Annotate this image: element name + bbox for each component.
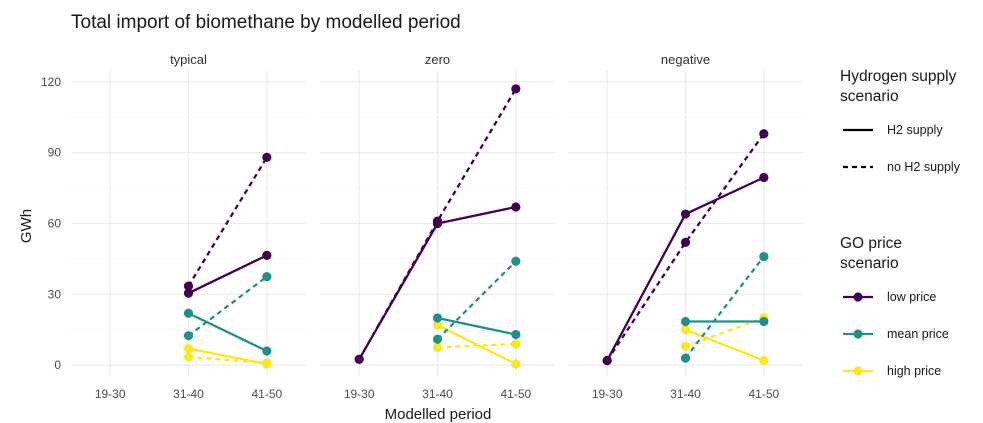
facet-label: negative bbox=[661, 52, 710, 67]
legend-label: no H2 supply bbox=[887, 160, 961, 174]
x-axis-title: Modelled period bbox=[385, 406, 492, 423]
x-tick-label: 19-30 bbox=[95, 387, 126, 401]
data-point bbox=[432, 313, 443, 323]
data-point bbox=[680, 341, 691, 351]
series-line bbox=[436, 260, 517, 341]
data-point bbox=[511, 329, 521, 340]
data-point bbox=[183, 331, 194, 341]
series-line bbox=[358, 88, 517, 360]
data-point bbox=[183, 288, 194, 298]
data-point bbox=[602, 355, 612, 366]
y-tick-label: 120 bbox=[41, 75, 61, 89]
panel-zero: zero 19-30 31-40 41-50 bbox=[320, 52, 555, 401]
data-point bbox=[262, 250, 272, 260]
y-tick-label: 30 bbox=[48, 287, 62, 301]
legend-title-go-price: GO price bbox=[840, 235, 902, 252]
data-point bbox=[183, 344, 194, 354]
legend-title-go-price: scenario bbox=[840, 255, 899, 272]
series-line bbox=[606, 133, 765, 362]
data-point bbox=[759, 316, 769, 327]
panel-typical: typical 19-30 31-40 41-50 bbox=[71, 52, 306, 401]
data-point bbox=[262, 152, 272, 162]
x-tick-label: 31-40 bbox=[173, 387, 204, 401]
series-line bbox=[684, 255, 765, 359]
legend-title-hydrogen: Hydrogen supply bbox=[840, 68, 957, 85]
data-point bbox=[759, 251, 769, 262]
data-point bbox=[432, 334, 443, 344]
series-line bbox=[188, 254, 268, 295]
legend-label: high price bbox=[887, 364, 941, 378]
data-point bbox=[680, 353, 691, 363]
x-tick-label: 41-50 bbox=[500, 387, 531, 401]
legend-key-point bbox=[853, 366, 863, 376]
y-tick-label: 90 bbox=[48, 146, 62, 160]
data-point bbox=[183, 281, 194, 291]
chart-title: Total import of biomethane by modelled p… bbox=[71, 12, 461, 33]
y-tick-label: 0 bbox=[54, 358, 61, 372]
data-point bbox=[183, 352, 194, 362]
y-tick-label: 60 bbox=[48, 217, 62, 231]
series-line bbox=[188, 312, 268, 353]
legend-label: low price bbox=[887, 290, 936, 304]
series-line bbox=[437, 316, 517, 336]
legend-key-point bbox=[853, 329, 863, 339]
series-line bbox=[187, 156, 268, 287]
x-tick-label: 41-50 bbox=[748, 387, 779, 401]
data-point bbox=[262, 346, 272, 356]
series-line bbox=[685, 328, 765, 362]
data-point bbox=[680, 209, 691, 219]
facet-label: zero bbox=[425, 52, 450, 67]
legend: Hydrogen supply scenario H2 supply no H2 su… bbox=[840, 68, 961, 378]
legend-label: H2 supply bbox=[887, 123, 943, 137]
x-tick-label: 31-40 bbox=[670, 387, 701, 401]
data-point bbox=[183, 308, 194, 318]
data-point bbox=[354, 354, 364, 364]
data-point bbox=[511, 84, 521, 94]
panel-negative: negative 19-30 31-40 41-50 bbox=[568, 52, 803, 401]
y-axis-title: GWh bbox=[18, 209, 35, 243]
data-point bbox=[759, 129, 769, 139]
legend-key-point bbox=[853, 292, 863, 302]
data-point bbox=[680, 325, 691, 335]
data-point bbox=[432, 342, 443, 353]
data-point bbox=[511, 359, 521, 369]
data-point bbox=[680, 316, 691, 327]
x-tick-label: 19-30 bbox=[344, 387, 375, 401]
data-point bbox=[511, 202, 521, 212]
data-point bbox=[432, 218, 443, 229]
data-point bbox=[432, 320, 443, 330]
x-tick-label: 19-30 bbox=[592, 387, 623, 401]
data-point bbox=[511, 256, 521, 266]
x-tick-label: 31-40 bbox=[422, 387, 453, 401]
data-point bbox=[262, 359, 272, 369]
series-line bbox=[187, 275, 268, 337]
facet-label: typical bbox=[170, 52, 207, 67]
data-point bbox=[680, 237, 691, 247]
data-point bbox=[262, 272, 272, 282]
series-line bbox=[436, 324, 517, 366]
data-point bbox=[511, 339, 521, 349]
series-line bbox=[188, 347, 268, 366]
data-point bbox=[759, 355, 769, 366]
x-tick-label: 41-50 bbox=[251, 387, 282, 401]
data-point bbox=[759, 172, 769, 183]
legend-title-hydrogen: scenario bbox=[840, 88, 899, 105]
chart-panels: 0 30 60 90 120 typical 19-30 31-40 41-50 zero 19-3… bbox=[41, 52, 803, 401]
legend-label: mean price bbox=[887, 327, 949, 341]
